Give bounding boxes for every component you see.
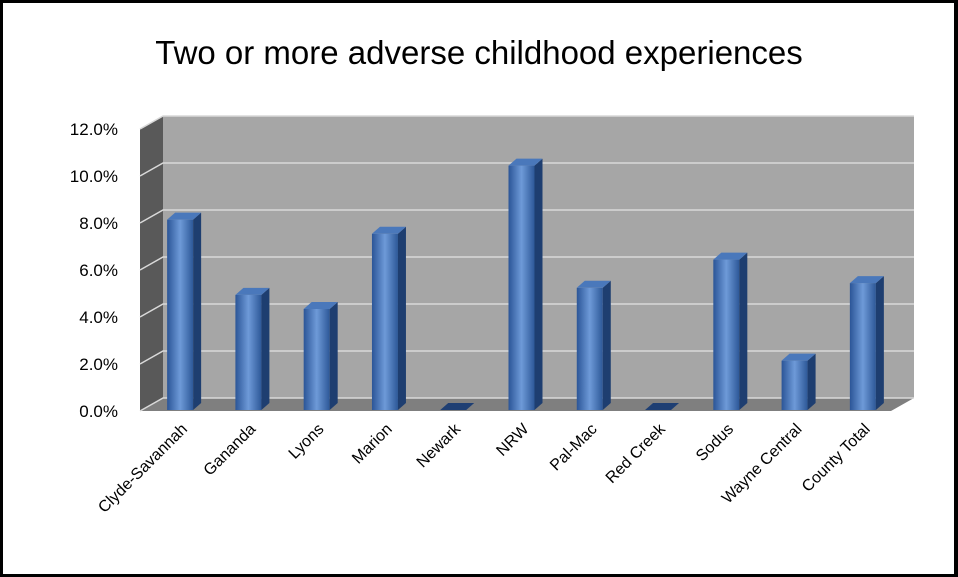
bar (849, 276, 884, 410)
bar-front (167, 219, 194, 410)
bar-front (303, 308, 330, 410)
bar-front (508, 165, 535, 410)
bar (303, 301, 338, 410)
bar-front (849, 283, 876, 410)
x-category-label: NRW (493, 420, 532, 459)
x-axis-labels: Clyde-Savannah Gananda Lyons Marion Newark NR… (95, 420, 873, 516)
bar-front (781, 360, 808, 410)
x-category-label: Clyde-Savannah (95, 421, 191, 517)
bar-front (713, 259, 740, 410)
x-category-label: Newark (414, 420, 465, 471)
bar-side (807, 353, 816, 410)
bar-side (329, 301, 338, 410)
y-tick-label: 12.0% (70, 120, 118, 139)
bar-front (576, 287, 603, 410)
y-tick-label: 10.0% (70, 167, 118, 186)
bar-top (235, 287, 270, 295)
y-axis-ticks: 0.0% 2.0% 4.0% 6.0% 8.0% 10.0% 12.0% (70, 120, 118, 421)
chart-title: Two or more adverse childhood experience… (155, 34, 803, 71)
bar-side (602, 280, 611, 410)
gridline (139, 303, 914, 318)
gridline (139, 350, 914, 365)
x-category-label: Sodus (693, 421, 737, 465)
y-tick-label: 4.0% (79, 308, 118, 327)
gridline (139, 209, 914, 224)
bar-side (397, 226, 406, 410)
gridline (139, 397, 914, 412)
bars (167, 158, 884, 410)
y-tick-label: 2.0% (79, 355, 118, 374)
gridline (139, 115, 914, 130)
bar-side (875, 276, 884, 410)
bar-top (303, 301, 338, 309)
y-tick-label: 0.0% (79, 402, 118, 421)
bar (235, 287, 270, 410)
bar-top (849, 276, 884, 284)
bar-side (261, 287, 270, 410)
bar-flat (440, 403, 475, 410)
bar-top (576, 280, 611, 288)
bar (508, 158, 543, 410)
x-category-label: Red Creek (603, 420, 670, 487)
bar (167, 212, 202, 410)
bar-side (534, 158, 543, 410)
bar (576, 280, 611, 410)
x-category-label: Marion (349, 421, 396, 468)
bar-front (235, 294, 262, 410)
x-category-label: Gananda (201, 421, 260, 480)
bar-side (739, 252, 748, 410)
bar-side (193, 212, 202, 410)
bar (440, 403, 475, 410)
x-category-label: Lyons (286, 421, 328, 463)
bar-front (371, 233, 398, 410)
x-category-label: County Total (799, 421, 874, 496)
bar-top (713, 252, 748, 260)
x-category-label: Pal-Mac (547, 421, 601, 475)
bar-top (781, 353, 816, 361)
bar (371, 226, 406, 410)
bar-top (508, 158, 543, 166)
bar (713, 252, 748, 410)
bar (781, 353, 816, 410)
gridlines (139, 115, 914, 412)
bar-flat (645, 403, 680, 410)
bar (645, 403, 680, 410)
y-tick-label: 8.0% (79, 214, 118, 233)
gridline (139, 256, 914, 271)
bar-top (167, 212, 202, 220)
gridline (139, 162, 914, 177)
bar-top (371, 226, 406, 234)
y-tick-label: 6.0% (79, 261, 118, 280)
